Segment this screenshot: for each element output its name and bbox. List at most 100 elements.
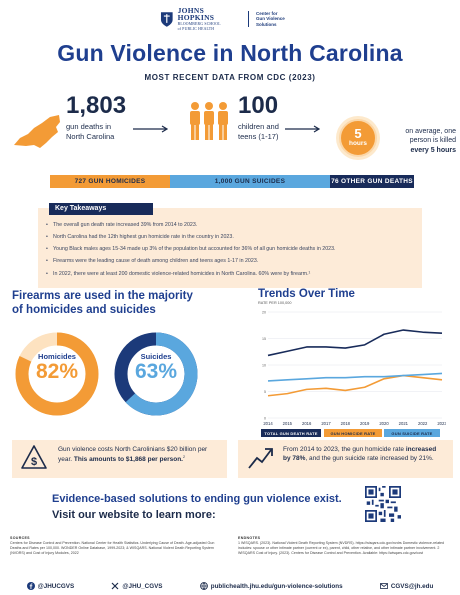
children-deaths-label: children and teens (1-17)	[238, 122, 279, 142]
trends-title: Trends Over Time	[258, 288, 355, 300]
takeaway-item: Young Black males ages 15-34 made up 3% …	[45, 246, 415, 253]
children-label-line2: teens (1-17)	[238, 131, 279, 141]
svg-text:$: $	[31, 456, 37, 468]
increase-text-b: , and the gun suicide rate increased by …	[305, 454, 434, 462]
trend-up-icon	[248, 448, 273, 469]
website-link[interactable]: publichealth.jhu.edu/gun-violence-soluti…	[199, 582, 343, 590]
breakdown-other: 76 OTHER GUN DEATHS	[330, 175, 414, 188]
evidence-statement: Evidence-based solutions to ending gun v…	[52, 493, 342, 505]
breakdown-suicides: 1,000 GUN SUICIDES	[170, 175, 330, 188]
increase-text-bold: increased by 78%	[283, 446, 437, 462]
firearms-title-line2: of homicides and suicides	[12, 303, 156, 316]
killed-emphasis: every 5 hours	[410, 146, 456, 154]
sources-text: Centers for Disease Control and Preventi…	[10, 541, 215, 556]
cost-panel	[12, 440, 227, 478]
trends-line-chart: 0 5 10 15 20 2014 2015 2016 2017 2018 2019 2020 2021…	[262, 310, 446, 426]
killed-statement: on average, one person is killed every 5…	[386, 127, 456, 155]
key-takeaways-list: The overall gun death rate increased 39%…	[45, 222, 415, 283]
series-line-1	[267, 374, 443, 397]
series-line-0	[267, 329, 443, 357]
increase-text-a: From 2014 to 2023, the gun homicide rate	[283, 446, 405, 453]
x-handle: @JHU_CGVS	[122, 582, 163, 590]
x-tick-label: 2020	[379, 421, 389, 426]
website-callout: Visit our website to learn more:	[52, 509, 216, 521]
arrow-right-icon	[133, 125, 169, 133]
x-icon	[111, 582, 119, 590]
shield-icon	[160, 11, 173, 27]
cost-footnote: 2	[183, 454, 185, 459]
suicides-donut-label: Suicides 63%	[113, 352, 199, 383]
homicides-donut	[15, 332, 99, 416]
cost-text-plain: Gun violence costs North Carolinians $20…	[58, 446, 208, 463]
homicides-donut-arc	[15, 332, 99, 416]
dollar-sign-icon: $	[21, 445, 47, 469]
x-link[interactable]: @JHU_CGVS	[111, 582, 163, 590]
facebook-link[interactable]: @JHUCGVS	[26, 582, 75, 590]
qr-code[interactable]	[365, 486, 401, 522]
page-subtitle: MOST RECENT DATA FROM CDC (2023)	[144, 73, 316, 82]
facebook-handle: @JHUCGVS	[37, 582, 75, 590]
takeaway-item: North Carolina had the 12th highest gun …	[45, 234, 415, 241]
email-link[interactable]: CGVS@jh.edu	[379, 582, 433, 590]
website-url: publichealth.jhu.edu/gun-violence-soluti…	[210, 582, 343, 590]
legend-suicide: GUN SUICIDE RATE	[384, 429, 440, 437]
gun-deaths-label: gun deaths in North Carolina	[66, 122, 114, 142]
homicides-donut-label: Homicides 82%	[14, 352, 100, 383]
takeaway-item: In 2022, there were at least 200 domesti…	[45, 271, 415, 278]
firearms-section-title: Firearms are used in the majority of hom…	[12, 290, 222, 318]
school-line-2: of PUBLIC HEALTH	[177, 26, 215, 31]
suicides-donut-arc	[114, 332, 198, 416]
gun-deaths-value: 1,803	[66, 92, 127, 119]
legend-total: TOTAL GUN DEATH RATE	[261, 429, 321, 437]
cost-text-bold: This amounts to $1,868 per person.	[73, 455, 183, 463]
interval-badge: 5 hours	[339, 119, 377, 157]
increase-text: From 2014 to 2023, the gun homicide rate…	[283, 446, 445, 464]
x-tick-label: 2016	[302, 421, 312, 426]
x-tick-label: 2022	[418, 421, 428, 426]
university-name: JOHNS HOPKINS BLOOMBERG SCHOOL of PUBLIC…	[177, 6, 241, 32]
y-tick-label: 15	[262, 337, 266, 341]
facebook-icon	[26, 582, 35, 590]
endnotes-heading: ENDNOTES	[238, 536, 261, 540]
children-figures-icon	[190, 102, 228, 140]
x-tick-label: 2015	[283, 421, 293, 426]
children-label-line1: children and	[238, 122, 279, 131]
children-deaths-value: 100	[238, 92, 279, 119]
x-tick-label: 2017	[321, 421, 331, 426]
increase-panel	[238, 440, 453, 478]
globe-icon	[199, 582, 208, 590]
series-line-2	[267, 372, 443, 382]
x-tick-label: 2023	[437, 421, 446, 426]
x-tick-label: 2021	[399, 421, 409, 426]
y-tick-label: 0	[264, 416, 266, 420]
suicides-percent: 63%	[134, 360, 178, 383]
center-line-1: Center for	[256, 11, 278, 17]
logo-divider	[248, 11, 250, 27]
sources-heading: SOURCES	[10, 536, 30, 540]
page-title: Gun Violence in North Carolina	[57, 40, 403, 66]
y-tick-label: 5	[264, 390, 266, 394]
school-line-1: BLOOMBERG SCHOOL	[177, 21, 221, 26]
killed-line2: person is killed	[409, 137, 456, 145]
gun-deaths-label-line2: North Carolina	[66, 131, 115, 141]
x-tick-label: 2019	[360, 421, 370, 426]
killed-line1: on average, one	[405, 128, 456, 135]
y-tick-label: 10	[262, 363, 266, 367]
y-tick-label: 20	[262, 310, 266, 314]
interval-value: 5	[354, 126, 362, 141]
jhu-logo: JOHNS HOPKINS BLOOMBERG SCHOOL of PUBLIC…	[160, 6, 305, 32]
homicides-percent: 82%	[35, 360, 79, 383]
arrow-right-icon-2	[285, 125, 321, 133]
death-breakdown-bar: 727 GUN HOMICIDES 1,000 GUN SUICIDES 76 …	[50, 175, 414, 188]
takeaway-item: Firearms were the leading cause of death…	[45, 258, 415, 265]
email-icon	[379, 583, 388, 589]
firearms-title-line1: Firearms are used in the majority	[12, 290, 193, 302]
footer-bar: @JHUCGVS @JHU_CGVS publichealth.jhu.edu/…	[0, 577, 460, 595]
center-name: Center for Gun Violence Solutions	[256, 11, 305, 27]
gun-deaths-label-line1: gun deaths in	[66, 122, 112, 131]
cost-text: Gun violence costs North Carolinians $20…	[58, 446, 218, 465]
suicides-donut	[114, 332, 198, 416]
x-tick-label: 2018	[341, 421, 351, 426]
key-takeaways-heading: Key Takeaways	[49, 203, 153, 215]
homicides-label: Homicides	[38, 352, 76, 361]
